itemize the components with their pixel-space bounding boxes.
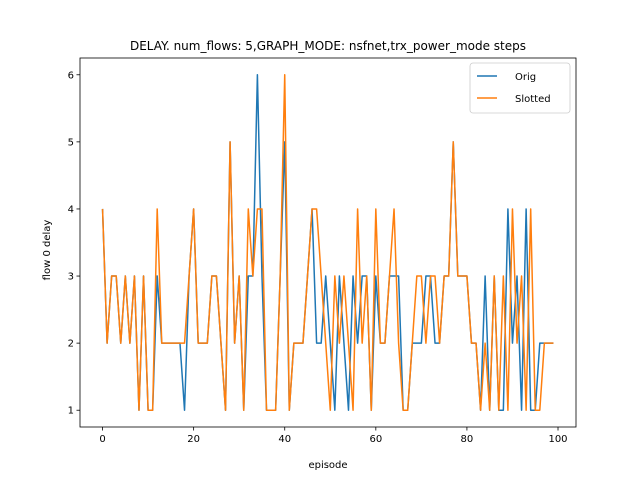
y-tick-label: 6 [68, 70, 74, 81]
x-tick-label: 100 [548, 434, 567, 445]
series-group [101, 74, 554, 411]
y-tick-label: 1 [68, 406, 74, 417]
x-axis-label: episode [308, 460, 347, 471]
x-tick-label: 80 [461, 434, 474, 445]
series-line-slotted [101, 74, 554, 411]
legend-box [469, 62, 571, 114]
legend: Orig Slotted [469, 62, 571, 114]
y-tick-label: 3 [68, 272, 74, 283]
chart-title: DELAY. num_flows: 5,GRAPH_MODE: nsfnet,t… [130, 39, 526, 53]
x-tick-label: 60 [369, 434, 382, 445]
x-tick-label: 20 [187, 434, 200, 445]
y-axis-label: flow 0 delay [42, 220, 53, 281]
y-tick-label: 2 [68, 339, 74, 350]
y-axis: 1 2 3 4 5 6 [68, 70, 80, 417]
legend-label: Orig [515, 72, 536, 83]
x-axis: 0 20 40 60 80 100 [99, 427, 568, 445]
y-tick-label: 5 [68, 137, 74, 148]
x-tick-label: 40 [278, 434, 291, 445]
legend-label: Slotted [515, 94, 551, 105]
y-tick-label: 4 [68, 204, 74, 215]
x-tick-label: 0 [99, 434, 105, 445]
plot-frame [79, 57, 577, 428]
